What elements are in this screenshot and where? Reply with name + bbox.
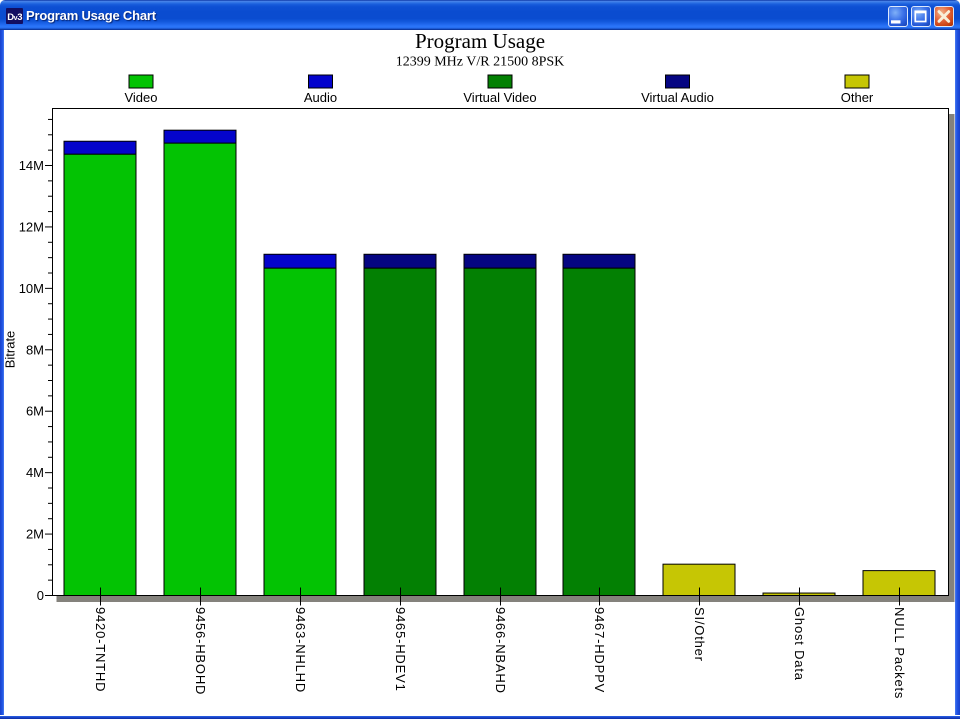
svg-text:3: 3 [17,12,22,23]
svg-text:v: v [14,15,18,22]
svg-text:SI/Other: SI/Other [692,607,707,662]
svg-text:8M: 8M [26,342,44,357]
svg-text:12M: 12M [19,219,44,234]
svg-text:10M: 10M [19,281,44,296]
svg-text:Program Usage: Program Usage [415,29,545,53]
svg-text:Other: Other [841,90,874,105]
svg-text:Bitrate: Bitrate [3,331,18,369]
svg-text:9466-NBAHD: 9466-NBAHD [493,607,508,694]
svg-text:4M: 4M [26,465,44,480]
svg-text:9420-TNTHD: 9420-TNTHD [93,607,108,692]
svg-text:12399 MHz V/R 21500 8PSK: 12399 MHz V/R 21500 8PSK [396,55,565,70]
svg-text:NULL Packets: NULL Packets [892,607,907,699]
svg-text:Virtual Video: Virtual Video [463,90,536,105]
svg-text:0: 0 [37,588,44,603]
svg-text:9465-HDEV1: 9465-HDEV1 [393,607,408,692]
svg-text:9467-HDPPV: 9467-HDPPV [592,607,607,693]
svg-text:2M: 2M [26,527,44,542]
svg-text:Ghost Data: Ghost Data [792,607,807,681]
svg-text:6M: 6M [26,404,44,419]
svg-text:Virtual Audio: Virtual Audio [641,90,714,105]
svg-text:Audio: Audio [304,90,337,105]
svg-text:14M: 14M [19,158,44,173]
svg-text:D: D [7,12,14,23]
svg-text:9456-HBOHD: 9456-HBOHD [193,607,208,695]
svg-text:Video: Video [124,90,157,105]
svg-text:9463-NHLHD: 9463-NHLHD [293,607,308,693]
